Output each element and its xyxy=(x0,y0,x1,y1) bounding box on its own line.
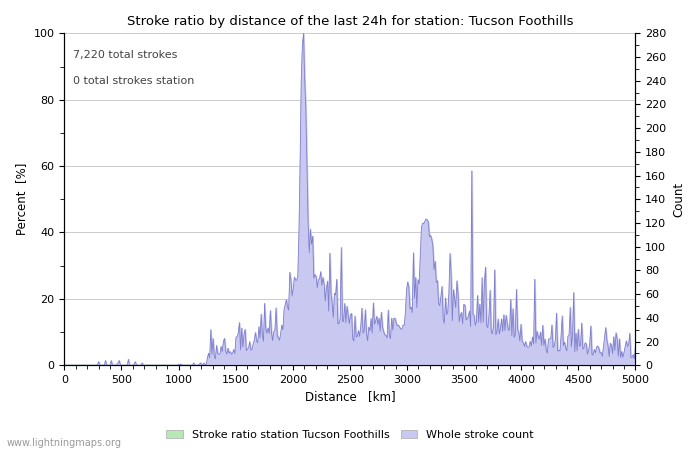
Text: 0 total strokes station: 0 total strokes station xyxy=(73,76,194,86)
X-axis label: Distance   [km]: Distance [km] xyxy=(304,391,395,404)
Text: www.lightningmaps.org: www.lightningmaps.org xyxy=(7,438,122,448)
Y-axis label: Count: Count xyxy=(672,182,685,217)
Legend: Stroke ratio station Tucson Foothills, Whole stroke count: Stroke ratio station Tucson Foothills, W… xyxy=(162,425,538,445)
Text: 7,220 total strokes: 7,220 total strokes xyxy=(73,50,177,60)
Title: Stroke ratio by distance of the last 24h for station: Tucson Foothills: Stroke ratio by distance of the last 24h… xyxy=(127,15,573,28)
Y-axis label: Percent  [%]: Percent [%] xyxy=(15,163,28,235)
